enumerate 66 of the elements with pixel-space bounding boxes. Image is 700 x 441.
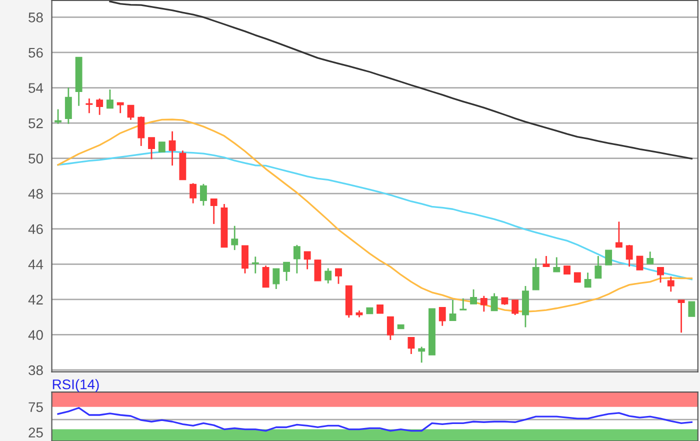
candlestick [460, 298, 467, 311]
y-tick-label: 25 [28, 428, 43, 438]
candlestick [574, 272, 581, 283]
candlestick [657, 266, 664, 284]
y-tick-label: 38 [28, 365, 43, 376]
candlestick [532, 258, 540, 291]
line-series [109, 0, 693, 160]
candlestick [86, 98, 93, 114]
candlestick [470, 288, 477, 305]
candlestick [314, 259, 322, 282]
candlestick [335, 268, 342, 285]
candlestick [553, 256, 560, 273]
y-tick-label: 40 [28, 330, 43, 340]
y-tick-label: 52 [28, 118, 43, 128]
candlestick [594, 255, 602, 279]
y-tick-label: 75 [28, 402, 43, 412]
candlestick [158, 141, 166, 153]
candlestick [449, 299, 456, 322]
candlestick [522, 285, 529, 328]
candlestick [231, 225, 238, 251]
candlestick [667, 276, 674, 292]
y-tick-label: 48 [28, 188, 43, 199]
y-tick-label: 46 [28, 224, 43, 234]
candlestick [626, 244, 633, 268]
candlestick [646, 250, 654, 265]
candlestick [272, 268, 280, 290]
candlestick [386, 316, 394, 341]
candlestick [127, 104, 134, 121]
candlestick [293, 244, 300, 274]
candlestick [54, 108, 62, 125]
candlestick [678, 299, 685, 334]
y-tick-label: 54 [28, 83, 44, 93]
candlestick [584, 272, 592, 288]
candlestick [408, 336, 415, 355]
candlestick [304, 250, 311, 270]
y-tick-label: 56 [28, 48, 43, 58]
candlestick [438, 306, 446, 327]
candlestick [512, 299, 519, 316]
y-tick-label: 58 [28, 12, 43, 22]
candlestick [210, 198, 218, 225]
candlestick [138, 116, 145, 147]
y-tick-label: 42 [28, 294, 43, 304]
candlestick [64, 86, 72, 125]
candlestick [148, 136, 155, 160]
candlestick [200, 183, 207, 206]
candlestick [688, 301, 696, 317]
candlestick [542, 255, 550, 268]
candlestick [116, 102, 124, 114]
candlestick [418, 346, 426, 364]
chart-title: RSI(14) [52, 379, 99, 392]
candlestick [190, 182, 197, 204]
candlestick [168, 130, 176, 166]
candlestick [490, 292, 498, 312]
y-tick-label: 50 [28, 154, 43, 164]
candlestick [615, 220, 622, 248]
candlestick [480, 295, 488, 312]
y-tick-label: 44 [28, 260, 44, 270]
line-series [57, 407, 693, 432]
candlestick [242, 244, 248, 274]
candlestick [283, 262, 290, 282]
candlestick [106, 88, 114, 109]
candlestick [605, 250, 612, 266]
candlestick [262, 264, 270, 288]
candlestick [96, 98, 104, 116]
candlestick [636, 256, 644, 270]
candlestick [324, 268, 332, 284]
